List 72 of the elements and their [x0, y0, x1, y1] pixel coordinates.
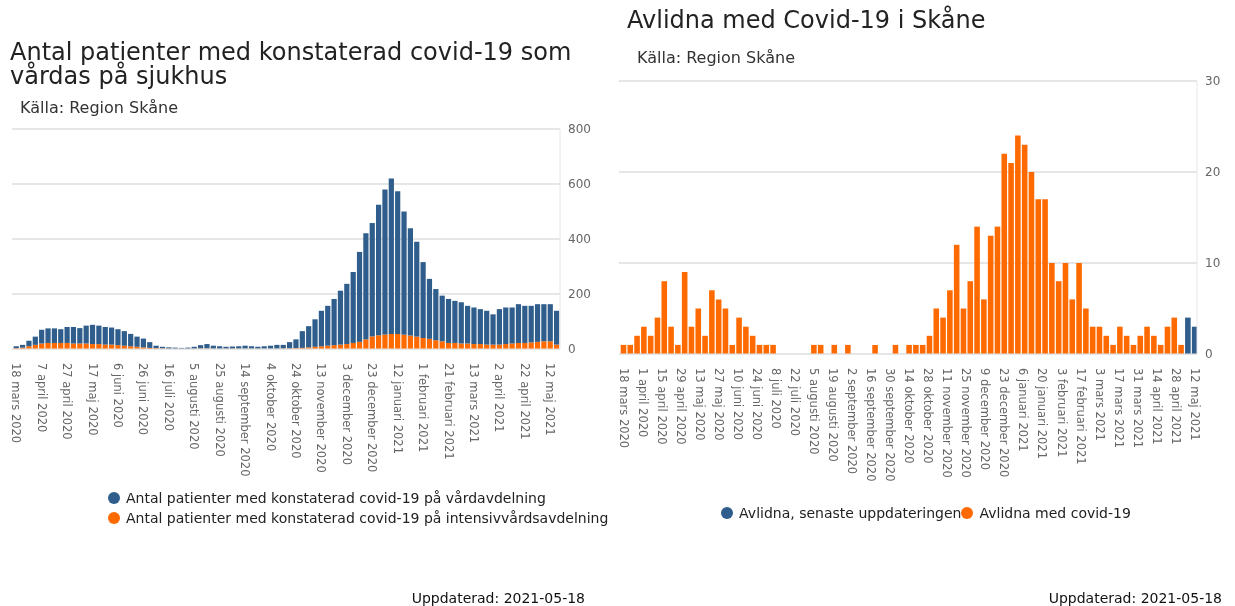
chart-title: Avlidna med Covid-19 i Skåne	[627, 6, 987, 34]
x-tick-label: 28 oktober 2020	[921, 368, 936, 464]
x-tick-label: 24 juni 2020	[749, 368, 764, 441]
x-tick-label: 30 september 2020	[883, 368, 898, 482]
y-tick-label: 600	[568, 177, 591, 192]
x-tick-label: 12 maj 2021	[543, 363, 558, 436]
x-tick-label: 2 september 2020	[845, 368, 860, 475]
chart-subtitle: Källa: Region Skåne	[20, 98, 178, 117]
x-tick-label: 24 oktober 2020	[289, 363, 304, 459]
legend-label: Avlidna, senaste uppdateringen	[739, 504, 962, 523]
x-tick-label: 22 juli 2020	[787, 368, 802, 437]
x-tick-label: 6 juni 2020	[111, 363, 126, 428]
x-tick-label: 3 februari 2021	[1054, 368, 1069, 458]
x-tick-label: 1 april 2020	[635, 368, 650, 438]
legend-label: Antal patienter med konstaterad covid-19 på vårdavdelning	[126, 489, 546, 508]
x-tick-label: 18 mars 2020	[9, 363, 24, 444]
x-tick-label: 8 juli 2020	[768, 368, 783, 429]
x-tick-label: 6 januari 2021	[1016, 368, 1031, 452]
x-tick-label: 16 juli 2020	[161, 363, 176, 432]
x-tick-label: 17 maj 2020	[85, 363, 100, 436]
x-tick-label: 7 april 2020	[34, 363, 49, 433]
x-tick-label: 4 oktober 2020	[263, 363, 278, 452]
x-tick-label: 26 juni 2020	[136, 363, 151, 436]
x-tick-label: 5 augusti 2020	[806, 368, 821, 455]
x-tick-label: 31 mars 2021	[1130, 368, 1145, 449]
x-tick-label: 25 augusti 2020	[212, 363, 227, 457]
y-tick-label: 200	[568, 287, 591, 302]
x-tick-label: 20 januari 2021	[1035, 368, 1050, 460]
x-tick-label: 15 april 2020	[654, 368, 669, 445]
y-tick-label: 10	[1205, 256, 1221, 271]
y-tick-label: 20	[1205, 165, 1221, 180]
x-tick-label: 14 april 2021	[1149, 368, 1164, 445]
x-tick-label: 12 januari 2021	[390, 363, 405, 455]
x-tick-label: 27 maj 2020	[711, 368, 726, 441]
x-tick-label: 19 augusti 2020	[826, 368, 841, 462]
x-tick-label: 28 april 2021	[1168, 368, 1183, 445]
x-tick-label: 12 maj 2021	[1187, 368, 1202, 441]
x-tick-label: 17 mars 2021	[1111, 368, 1126, 449]
x-tick-label: 3 december 2020	[339, 363, 354, 465]
x-tick-label: 23 december 2020	[365, 363, 380, 473]
x-tick-label: 21 februari 2021	[441, 363, 456, 460]
text: Uppdaterad: 2021-05-18	[1048, 590, 1222, 606]
x-tick-label: 2 april 2021	[492, 363, 507, 433]
x-tick-label: 13 mars 2021	[467, 363, 482, 444]
y-tick-label: 800	[568, 122, 591, 137]
y-tick-label: 400	[568, 232, 591, 247]
x-tick-label: 23 december 2020	[997, 368, 1012, 478]
text: Uppdaterad: 2021-05-18	[411, 590, 585, 606]
x-tick-label: 27 april 2020	[60, 363, 75, 440]
x-tick-label: 22 april 2021	[517, 363, 532, 440]
x-tick-label: 3 mars 2021	[1092, 368, 1107, 441]
x-tick-label: 13 november 2020	[314, 363, 329, 473]
x-tick-label: 10 juni 2020	[730, 368, 745, 441]
x-tick-label: 1 februari 2021	[416, 363, 431, 453]
x-tick-label: 29 april 2020	[673, 368, 688, 445]
y-tick-label: 0	[568, 342, 576, 357]
legend-label: Antal patienter med konstaterad covid-19 på intensivvårdsavdelning	[126, 509, 609, 528]
x-tick-label: 14 oktober 2020	[902, 368, 917, 464]
y-tick-label: 30	[1205, 74, 1221, 89]
x-tick-label: 14 september 2020	[238, 363, 253, 477]
x-tick-label: 9 december 2020	[978, 368, 993, 470]
x-tick-label: 16 september 2020	[864, 368, 879, 482]
chart-subtitle: Källa: Region Skåne	[637, 48, 795, 67]
x-tick-label: 25 november 2020	[959, 368, 974, 478]
y-tick-label: 0	[1205, 347, 1213, 362]
chart-title: Antal patienter med konstaterad covid-19 som vårdas på sjukhus	[10, 38, 573, 90]
x-tick-label: 18 mars 2020	[616, 368, 631, 449]
x-tick-label: 17 februari 2021	[1073, 368, 1088, 465]
x-tick-label: 11 november 2020	[940, 368, 955, 478]
x-tick-label: 5 augusti 2020	[187, 363, 202, 450]
legend-label: Avlidna med covid-19	[979, 504, 1131, 523]
x-tick-label: 13 maj 2020	[692, 368, 707, 441]
